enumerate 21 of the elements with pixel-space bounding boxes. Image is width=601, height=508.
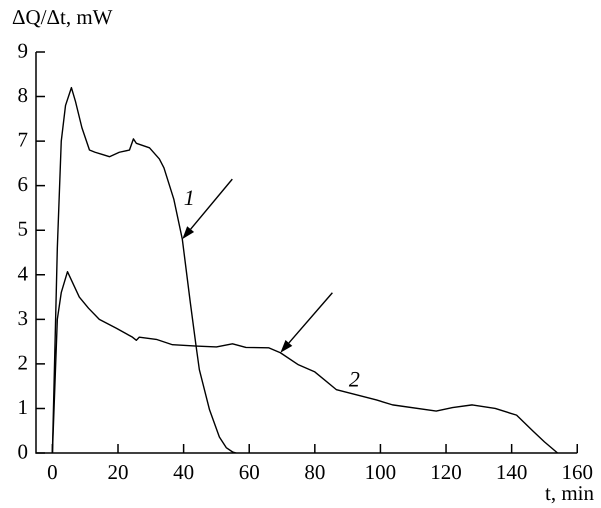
y-tick-label: 5 — [18, 216, 28, 241]
y-axis-title: ΔQ/Δt, mW — [12, 5, 113, 29]
y-tick-label: 9 — [18, 38, 28, 63]
x-tick-label: 120 — [430, 460, 462, 484]
y-tick-label: 2 — [18, 350, 28, 374]
y-tick-label: 8 — [18, 83, 28, 108]
series-label: 2 — [348, 366, 360, 392]
y-tick-label: 4 — [18, 261, 28, 286]
x-tick-label: 80 — [304, 460, 326, 484]
y-tick-label: 3 — [18, 306, 28, 330]
x-tick-label: 20 — [108, 460, 129, 484]
y-tick-label: 0 — [18, 440, 28, 464]
y-tick-label: 6 — [18, 172, 28, 196]
x-tick-label: 40 — [173, 460, 194, 484]
x-tick-label: 60 — [238, 460, 260, 484]
x-tick-label: 0 — [47, 460, 58, 484]
legend-label: 1 — [184, 184, 195, 210]
y-tick-label: 7 — [18, 128, 28, 152]
x-tick-label: 140 — [496, 460, 528, 484]
y-tick-label: 1 — [18, 394, 28, 419]
x-tick-label: 100 — [364, 460, 396, 484]
